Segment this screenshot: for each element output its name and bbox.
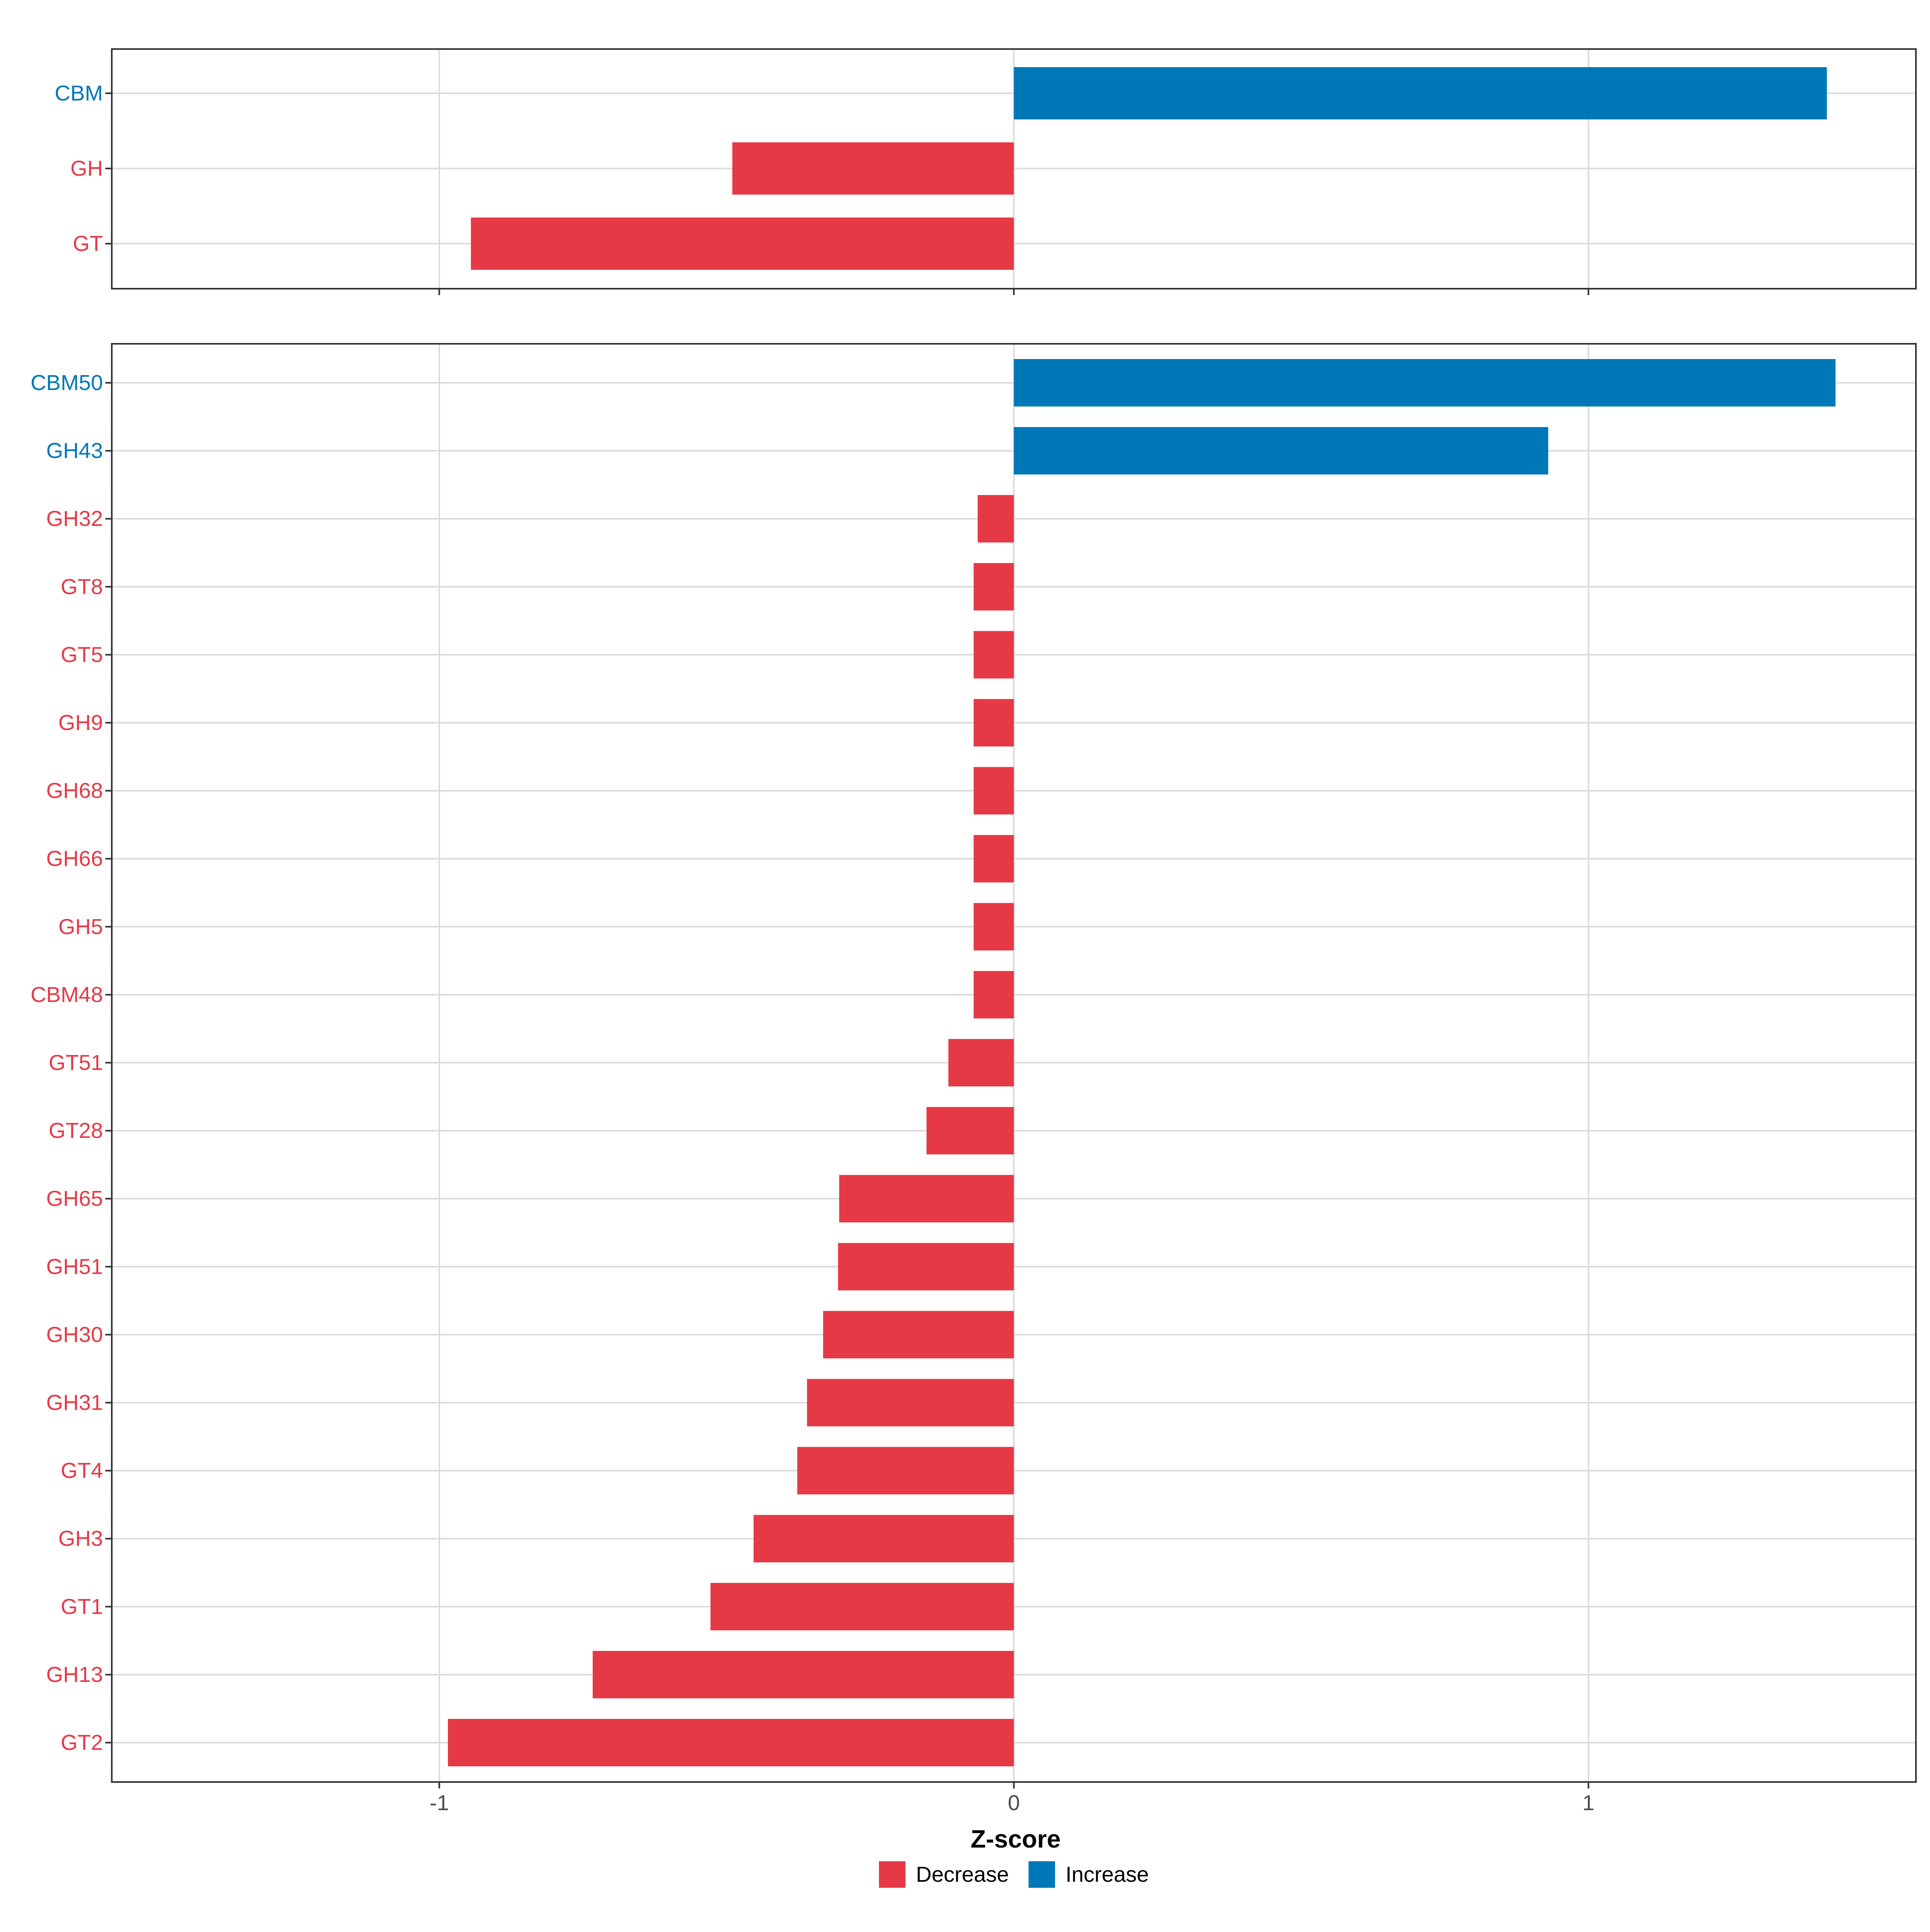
y-tick-label: GH30 — [46, 1322, 103, 1347]
bar — [448, 1719, 1014, 1766]
bar — [797, 1447, 1014, 1495]
bar — [593, 1651, 1014, 1698]
x-axis-title: Z-score — [971, 1825, 1061, 1853]
bar — [839, 1175, 1014, 1223]
bar — [973, 835, 1014, 883]
y-tick-label: GH66 — [46, 847, 103, 871]
bar — [754, 1515, 1014, 1562]
bar — [973, 631, 1014, 679]
bar — [710, 1583, 1014, 1630]
legend-swatch — [1029, 1861, 1055, 1888]
y-tick-label: GT8 — [61, 575, 103, 599]
bar — [973, 903, 1014, 951]
bar — [973, 971, 1014, 1018]
legend: Decrease Increase — [879, 1861, 1149, 1888]
bar — [973, 563, 1014, 611]
x-tick-label: 0 — [1008, 1791, 1020, 1815]
x-tick-label: -1 — [430, 1791, 449, 1815]
y-tick-label: CBM — [55, 81, 103, 105]
bar — [838, 1243, 1014, 1291]
legend-label: Decrease — [916, 1862, 1009, 1887]
y-tick-label: GT5 — [61, 643, 103, 667]
y-tick-label: GT2 — [61, 1731, 103, 1755]
y-tick-label: GH3 — [58, 1527, 103, 1551]
bar — [1014, 67, 1827, 119]
bar — [1014, 427, 1548, 475]
y-tick-label: GT4 — [61, 1459, 103, 1483]
y-tick-label: GH9 — [58, 711, 103, 735]
bar — [823, 1311, 1014, 1359]
y-tick-label: GH5 — [58, 915, 103, 939]
y-tick-label: GH43 — [46, 439, 103, 463]
bar — [1014, 359, 1836, 407]
y-tick-label: GT28 — [49, 1119, 103, 1143]
legend-swatch — [879, 1861, 905, 1888]
y-tick-label: GH13 — [46, 1663, 103, 1687]
y-tick-label: GH32 — [46, 507, 103, 531]
bar — [973, 699, 1014, 747]
y-tick-label: CBM48 — [31, 983, 103, 1007]
y-tick-label: GH51 — [46, 1254, 103, 1279]
bar — [807, 1379, 1014, 1427]
bar — [948, 1039, 1014, 1086]
y-tick-label: GH65 — [46, 1187, 103, 1211]
bars-layer — [448, 67, 1836, 1766]
bar — [471, 218, 1014, 270]
y-tick-label: GT — [73, 232, 103, 256]
axes-layer: CBM GH GT CBM50 GH43 GH32 GT8 GT5 GH9 GH68 GH66 GH5… — [31, 81, 1595, 1815]
bar — [926, 1107, 1014, 1155]
bar — [732, 142, 1014, 195]
y-tick-label: GH68 — [46, 779, 103, 803]
bar — [973, 767, 1014, 815]
y-tick-label: GT1 — [61, 1595, 103, 1619]
legend-label: Increase — [1066, 1862, 1149, 1887]
bar — [977, 495, 1014, 543]
y-tick-label: CBM50 — [31, 371, 103, 395]
y-tick-label: GT51 — [49, 1051, 103, 1075]
y-tick-label: GH31 — [46, 1391, 103, 1415]
x-tick-label: 1 — [1582, 1791, 1594, 1815]
y-tick-label: GH — [70, 156, 103, 181]
